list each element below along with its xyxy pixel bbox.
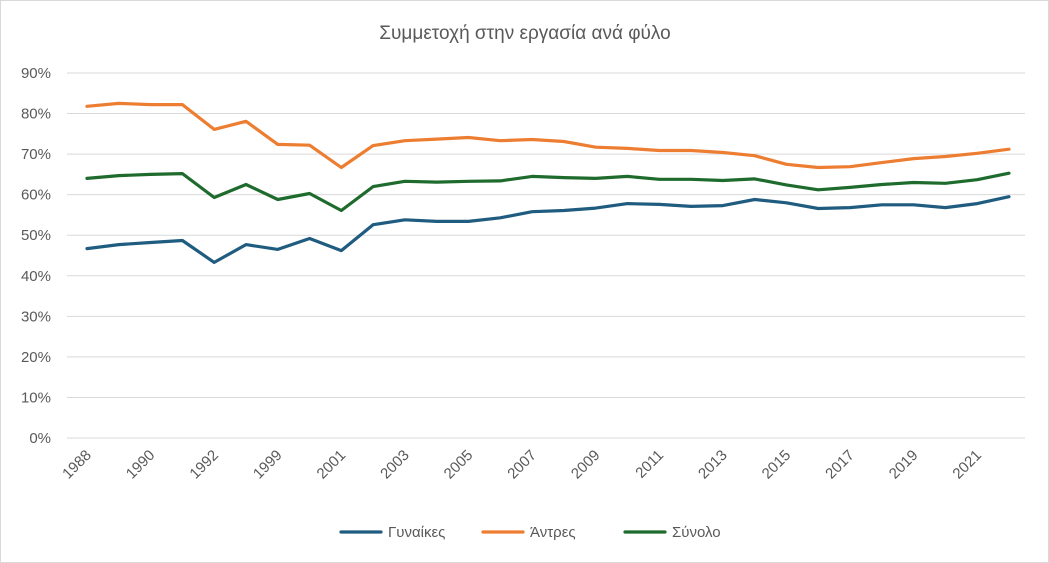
x-tick-label: 2017 — [822, 447, 858, 483]
y-tick-label: 90% — [21, 65, 51, 82]
y-tick-label: 30% — [21, 308, 51, 325]
x-tick-label: 2005 — [441, 447, 477, 483]
y-tick-label: 50% — [21, 227, 51, 244]
x-tick-label: 1988 — [59, 447, 95, 483]
x-tick-label: 2015 — [759, 447, 795, 483]
y-tick-label: 10% — [21, 389, 51, 406]
legend-label: Σύνολο — [672, 524, 721, 541]
legend-label: Άντρες — [530, 524, 576, 541]
x-tick-label: 1999 — [250, 447, 286, 483]
x-tick-label: 2001 — [314, 447, 350, 483]
legend-label: Γυναίκες — [388, 524, 445, 541]
y-tick-label: 0% — [29, 430, 51, 447]
y-tick-label: 80% — [21, 106, 51, 123]
x-tick-label: 2009 — [568, 447, 604, 483]
legend: Γυναίκες Άντρες Σύνολο — [339, 524, 721, 541]
x-axis-ticks: 1988 1990 1992 1999 2001 2003 2005 2007 2009 2011… — [59, 447, 985, 483]
x-tick-label: 1990 — [123, 447, 159, 483]
y-axis-ticks: 0% 10% 20% 30% 40% 50% 60% 70% 80% 90% — [21, 65, 51, 447]
series-line-Άντρες — [85, 101, 1011, 170]
x-tick-label: 2013 — [695, 447, 731, 483]
x-tick-label: 2021 — [949, 447, 985, 483]
y-tick-label: 20% — [21, 349, 51, 366]
x-tick-label: 2003 — [377, 447, 413, 483]
x-tick-label: 1992 — [186, 447, 222, 483]
chart-title: Συμμετοχή στην εργασία ανά φύλο — [379, 23, 670, 44]
x-tick-label: 2011 — [632, 447, 667, 482]
series-lines — [85, 101, 1011, 264]
gridlines — [67, 72, 1025, 439]
y-tick-label: 40% — [21, 268, 51, 285]
x-tick-label: 2007 — [504, 447, 540, 483]
series-line-Γυναίκες — [85, 195, 1011, 264]
y-tick-label: 60% — [21, 187, 51, 204]
series-line-Σύνολο — [85, 171, 1011, 213]
x-tick-label: 2019 — [886, 447, 922, 483]
y-tick-label: 70% — [21, 146, 51, 163]
